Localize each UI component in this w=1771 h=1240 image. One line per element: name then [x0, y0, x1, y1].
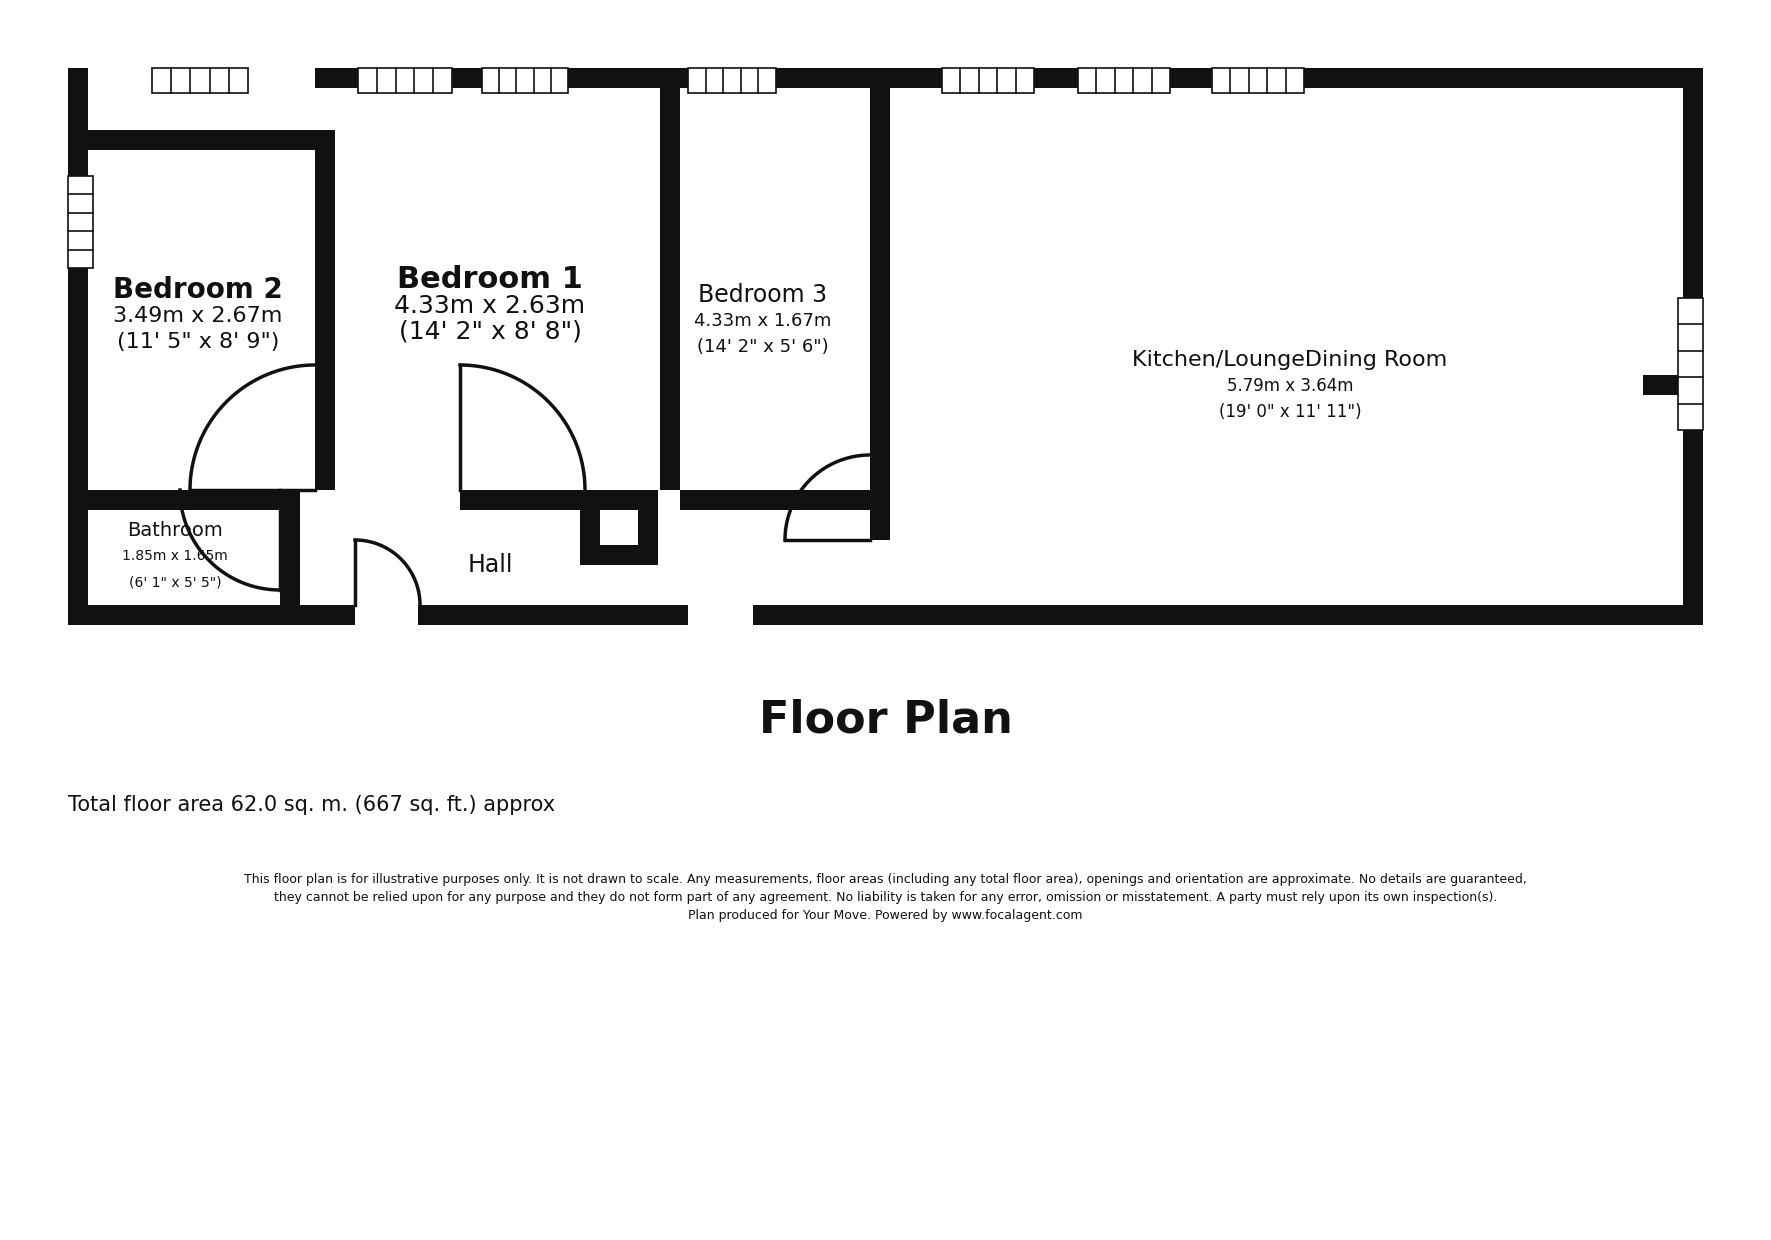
- Bar: [638, 510, 659, 565]
- Text: (14' 2" x 5' 6"): (14' 2" x 5' 6"): [698, 339, 829, 356]
- Bar: [482, 68, 568, 93]
- Bar: [67, 605, 354, 625]
- Bar: [870, 68, 891, 539]
- Text: 4.33m x 2.63m: 4.33m x 2.63m: [395, 294, 586, 317]
- Text: Total floor area 62.0 sq. m. (667 sq. ft.) approx: Total floor area 62.0 sq. m. (667 sq. ft…: [67, 795, 554, 815]
- Text: 1.85m x 1.65m: 1.85m x 1.65m: [122, 549, 228, 563]
- Bar: [680, 490, 870, 510]
- Text: Kitchen/LoungeDining Room: Kitchen/LoungeDining Room: [1132, 350, 1447, 370]
- Bar: [579, 490, 659, 510]
- Bar: [1211, 68, 1303, 93]
- Bar: [942, 68, 1034, 93]
- Bar: [687, 68, 776, 93]
- Bar: [942, 68, 1034, 93]
- Bar: [1643, 374, 1682, 396]
- Bar: [1677, 298, 1704, 430]
- Text: Bedroom 2: Bedroom 2: [113, 277, 283, 304]
- Bar: [67, 176, 94, 268]
- Bar: [152, 68, 248, 93]
- Text: they cannot be relied upon for any purpose and they do not form part of any agre: they cannot be relied upon for any purpo…: [275, 892, 1496, 904]
- Bar: [579, 546, 659, 565]
- Text: 4.33m x 1.67m: 4.33m x 1.67m: [694, 312, 832, 330]
- Bar: [315, 150, 335, 490]
- Text: (19' 0" x 11' 11"): (19' 0" x 11' 11"): [1218, 403, 1362, 422]
- Text: Hall: Hall: [468, 553, 514, 577]
- Text: Floor Plan: Floor Plan: [758, 698, 1013, 742]
- Text: Plan produced for Your Move. Powered by www.focalagent.com: Plan produced for Your Move. Powered by …: [689, 909, 1082, 923]
- Bar: [67, 130, 335, 150]
- Bar: [753, 605, 1704, 625]
- Text: Bedroom 1: Bedroom 1: [397, 265, 583, 295]
- Text: A/C: A/C: [599, 491, 627, 508]
- Bar: [152, 68, 248, 93]
- Bar: [460, 490, 579, 510]
- Text: (11' 5" x 8' 9"): (11' 5" x 8' 9"): [117, 332, 280, 352]
- Text: (6' 1" x 5' 5"): (6' 1" x 5' 5"): [129, 575, 221, 589]
- Bar: [89, 490, 280, 510]
- Bar: [687, 68, 776, 93]
- Bar: [482, 68, 568, 93]
- Bar: [1677, 298, 1704, 430]
- Bar: [1079, 68, 1171, 93]
- Text: 3.49m x 2.67m: 3.49m x 2.67m: [113, 306, 283, 326]
- Bar: [358, 68, 452, 93]
- Bar: [418, 605, 687, 625]
- Bar: [1211, 68, 1303, 93]
- Text: Bedroom 3: Bedroom 3: [698, 283, 827, 308]
- Bar: [67, 68, 89, 625]
- Bar: [280, 490, 299, 625]
- Bar: [579, 490, 600, 565]
- Bar: [358, 68, 452, 93]
- Text: (14' 2" x 8' 8"): (14' 2" x 8' 8"): [398, 320, 581, 343]
- Bar: [1079, 68, 1171, 93]
- Bar: [661, 68, 680, 490]
- Bar: [315, 68, 1704, 88]
- Text: 5.79m x 3.64m: 5.79m x 3.64m: [1227, 377, 1353, 396]
- Text: Bathroom: Bathroom: [128, 521, 223, 539]
- Text: This floor plan is for illustrative purposes only. It is not drawn to scale. Any: This floor plan is for illustrative purp…: [244, 873, 1527, 887]
- Bar: [1682, 68, 1704, 625]
- Bar: [67, 176, 94, 268]
